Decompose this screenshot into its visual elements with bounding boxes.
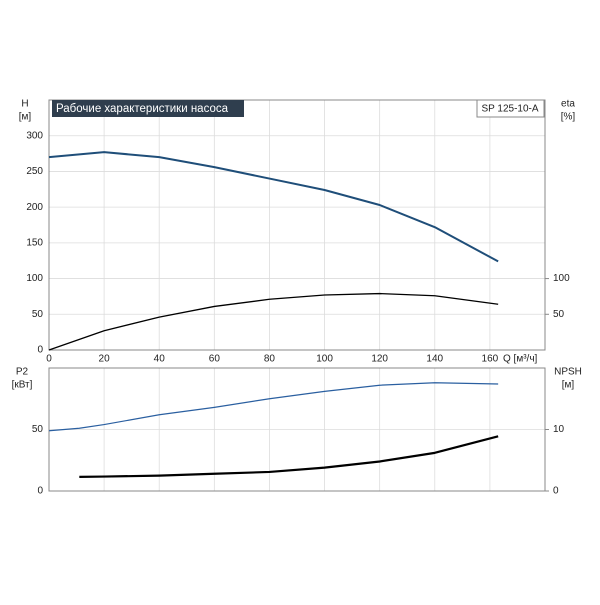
y-tick-label: 0: [37, 486, 43, 497]
model-box: [476, 99, 545, 118]
x-tick-label: 80: [264, 354, 276, 365]
y-tick-label: 150: [26, 237, 43, 248]
y2-axis-unit: [%]: [561, 112, 576, 123]
y2-axis-label: eta: [561, 99, 575, 110]
x-axis-label: Q [м³/ч]: [503, 354, 538, 365]
y-tick-label: 100: [26, 273, 43, 284]
y-tick-label: 0: [37, 345, 43, 356]
y-axis-label: H: [21, 99, 28, 110]
y2-tick-label: 0: [553, 486, 559, 497]
x-tick-label: 140: [426, 354, 443, 365]
x-tick-label: 0: [46, 354, 52, 365]
y2-tick-label: 50: [553, 309, 565, 320]
y-tick-label: 200: [26, 202, 43, 213]
title-box: [52, 100, 244, 117]
y-tick-label: 300: [26, 130, 43, 141]
x-tick-label: 100: [316, 354, 333, 365]
y-tick-label: 50: [32, 309, 44, 320]
x-tick-label: 60: [209, 354, 221, 365]
curve: [48, 292, 499, 351]
x-tick-label: 160: [482, 354, 499, 365]
x-tick-label: 20: [99, 354, 111, 365]
model-label: SP 125-10-A: [481, 104, 538, 115]
y2-axis-label: NPSH: [554, 367, 582, 378]
curve: [48, 151, 499, 263]
plot-frame: [48, 367, 546, 492]
y2-tick-label: 100: [553, 273, 570, 284]
plot-frame: [48, 99, 546, 351]
x-tick-label: 40: [154, 354, 166, 365]
x-tick-label: 120: [371, 354, 388, 365]
chart-title: Рабочие характеристики насоса: [56, 103, 229, 115]
y-tick-label: 250: [26, 166, 43, 177]
curve: [48, 382, 499, 432]
y-tick-label: 50: [32, 424, 44, 435]
y2-axis-unit: [м]: [562, 380, 575, 391]
y-axis-unit: [м]: [19, 112, 32, 123]
curve: [79, 435, 499, 478]
y-axis-unit: [кВт]: [12, 380, 33, 391]
y-axis-label: P2: [16, 367, 29, 378]
y2-tick-label: 10: [553, 424, 565, 435]
